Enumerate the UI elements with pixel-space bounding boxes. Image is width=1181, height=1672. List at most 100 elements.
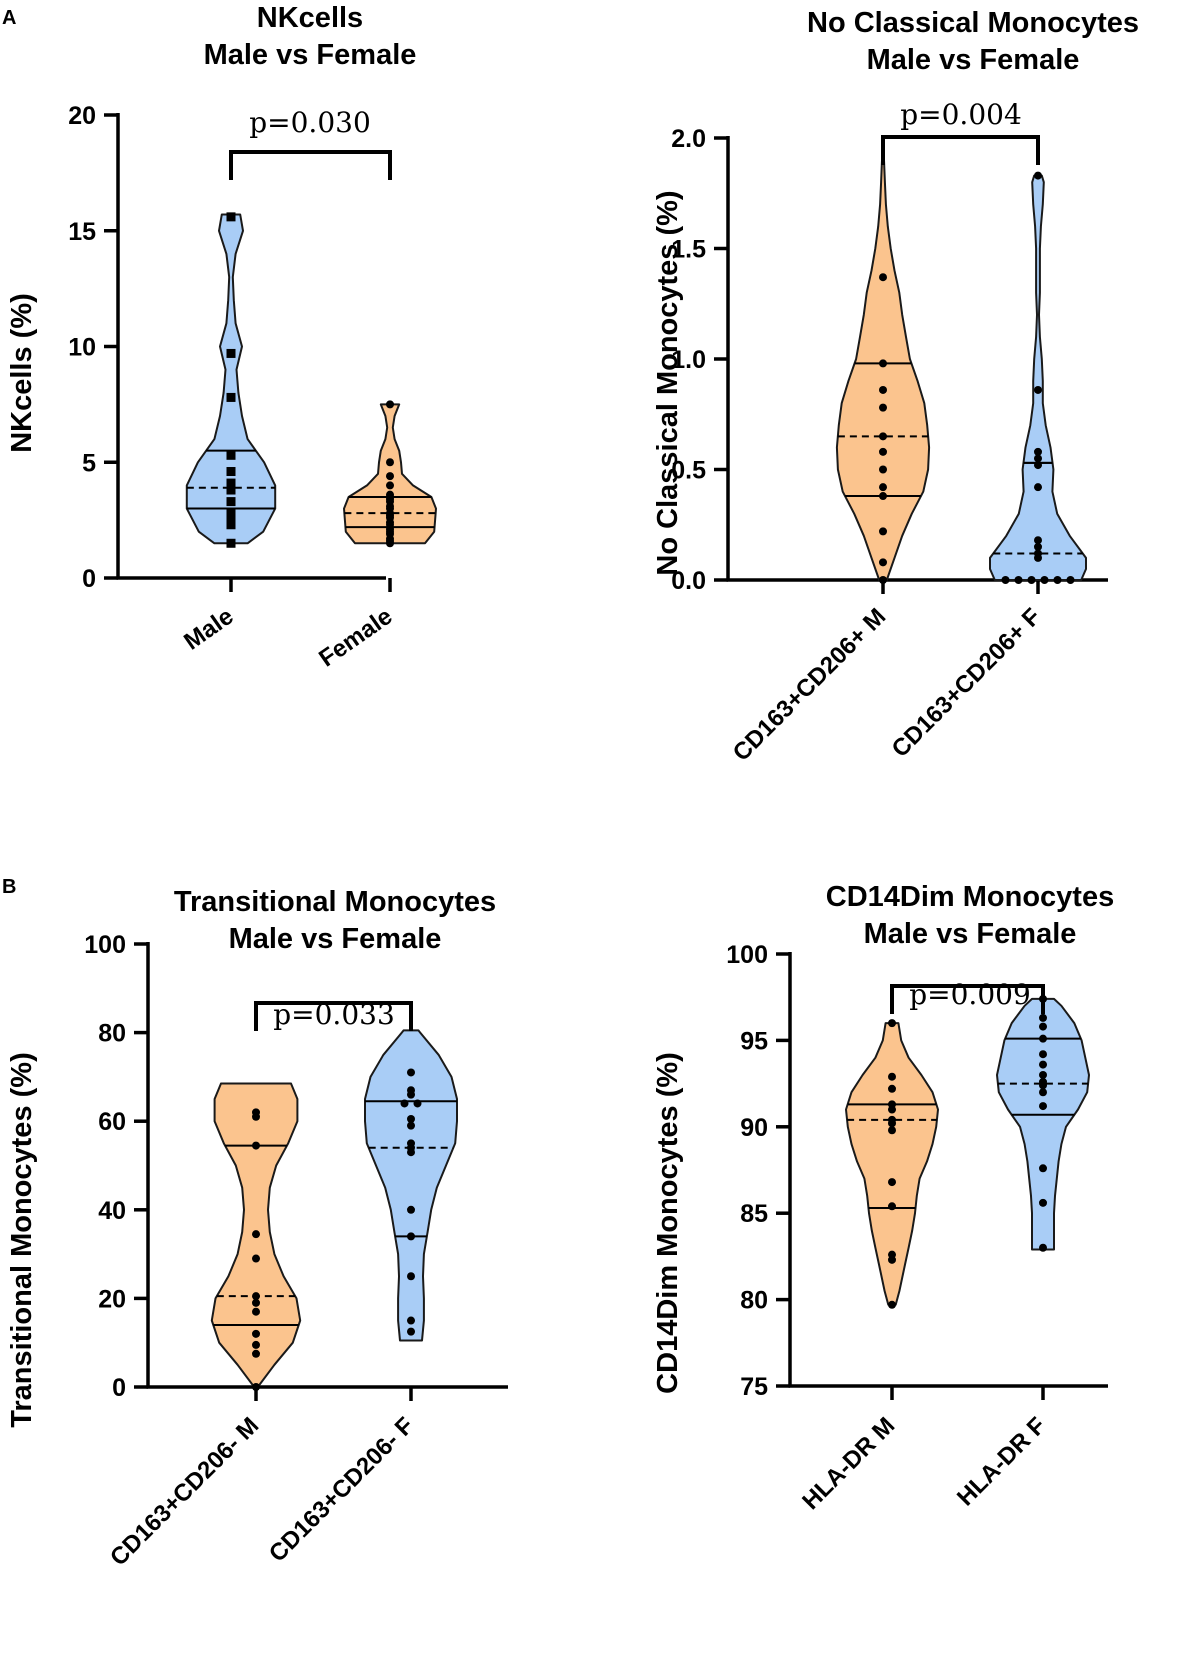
data-point [1034, 542, 1042, 551]
data-point [1034, 447, 1042, 456]
data-point [252, 1329, 260, 1338]
y-tick-label: 75 [740, 1373, 768, 1401]
data-point [252, 1383, 260, 1391]
data-point [1039, 1050, 1047, 1059]
y-tick-label: 0 [82, 565, 96, 593]
significance-bracket [890, 984, 1045, 1014]
data-point [226, 485, 236, 495]
data-point [879, 465, 887, 474]
data-point [888, 1019, 896, 1028]
data-point [1039, 1013, 1047, 1022]
data-point [400, 1099, 409, 1108]
y-tick-label: 20 [68, 102, 96, 130]
data-point [888, 1126, 896, 1135]
y-tick-label: 1.0 [671, 346, 706, 374]
panel-letter-b: B [2, 876, 16, 898]
x-category-label: CD163+CD206+ F [887, 603, 1047, 763]
data-point [252, 1230, 260, 1239]
y-tick-label: 80 [98, 1020, 126, 1048]
data-point [226, 212, 236, 222]
p-value-label: p=0.009 [909, 978, 1031, 1011]
data-point [407, 1114, 415, 1123]
data-point [252, 1307, 260, 1316]
data-point [252, 1292, 260, 1301]
y-tick-label: 5 [82, 449, 96, 477]
data-point [407, 1121, 415, 1130]
data-point [879, 492, 887, 501]
chart-title-line2: Male vs Female [204, 39, 417, 71]
data-point [226, 478, 236, 488]
data-point [888, 1300, 896, 1309]
data-point [1066, 576, 1075, 584]
data-point [888, 1119, 896, 1128]
y-axis-label: CD14Dim Monocytes (%) [652, 1052, 684, 1394]
chart-transitional-monocytes: Transitional Monocytes Male vs Female Tr… [6, 886, 508, 1571]
data-point [226, 508, 236, 518]
data-point [879, 576, 887, 584]
y-tick-label: 60 [98, 1108, 126, 1136]
y-tick-label: 100 [84, 931, 126, 959]
data-point [407, 1316, 415, 1325]
significance-bracket [254, 1001, 413, 1031]
data-point [407, 1090, 415, 1099]
y-tick-label: 80 [740, 1287, 768, 1315]
data-point [252, 1141, 260, 1150]
p-value-label: p=0.004 [900, 98, 1022, 131]
data-point [1039, 1060, 1047, 1069]
data-point [1039, 1022, 1047, 1031]
data-point [879, 447, 887, 456]
chart-title-line1: No Classical Monocytes [807, 7, 1139, 39]
data-point [386, 400, 394, 409]
data-point [1034, 454, 1042, 463]
data-point [1034, 536, 1042, 545]
chart-cd14dim-monocytes: CD14Dim Monocytes Male vs Female CD14Dim… [652, 881, 1114, 1515]
y-tick-label: 15 [68, 218, 96, 246]
violin-shape [845, 1022, 939, 1306]
chart-title-line2: Male vs Female [229, 923, 442, 955]
violin-shape [835, 137, 931, 581]
y-tick-label: 85 [740, 1200, 768, 1228]
plot-area: 0 5 10 15 20 Male Female [68, 102, 437, 672]
data-point [879, 273, 887, 282]
y-axis-label: Transitional Monocytes (%) [6, 1052, 38, 1427]
y-tick-label: 2.0 [671, 125, 706, 153]
y-tick-label: 40 [98, 1197, 126, 1225]
p-value-label: p=0.030 [249, 106, 371, 139]
data-point [1039, 1081, 1047, 1090]
data-point [226, 538, 236, 548]
data-point [879, 385, 887, 394]
x-category-label: CD163+CD206- M [105, 1412, 264, 1571]
chart-title-line1: NKcells [257, 2, 363, 34]
y-tick-label: 20 [98, 1285, 126, 1313]
data-point [1053, 576, 1062, 584]
x-category-label: Male [179, 603, 238, 656]
data-point [1001, 576, 1010, 584]
data-point [888, 1072, 896, 1081]
data-point [1039, 1070, 1047, 1079]
data-point [226, 392, 236, 402]
violin-shape [364, 1029, 458, 1342]
data-point [407, 1148, 415, 1157]
significance-bracket [229, 150, 392, 180]
x-category-label: HLA-DR F [952, 1412, 1051, 1511]
chart-title-line2: Male vs Female [867, 44, 1080, 76]
y-tick-label: 1.5 [671, 236, 706, 264]
data-point [407, 1068, 415, 1077]
data-point [879, 527, 887, 536]
data-point [1039, 1164, 1047, 1173]
chart-title-line1: CD14Dim Monocytes [826, 881, 1114, 913]
data-point [1034, 553, 1042, 562]
data-point [407, 1327, 415, 1336]
x-category-label: CD163+CD206+ M [728, 603, 891, 766]
data-point [888, 1084, 896, 1093]
data-point [413, 1099, 422, 1108]
chart-title-line1: Transitional Monocytes [174, 886, 496, 918]
data-point [1040, 576, 1049, 584]
data-point [879, 483, 887, 492]
data-point [407, 1205, 415, 1214]
data-point [888, 1255, 896, 1264]
y-axis-label: No Classical Monocytes (%) [652, 190, 684, 575]
x-category-label: HLA-DR M [797, 1412, 900, 1515]
data-point [879, 403, 887, 412]
data-point [1027, 576, 1036, 584]
